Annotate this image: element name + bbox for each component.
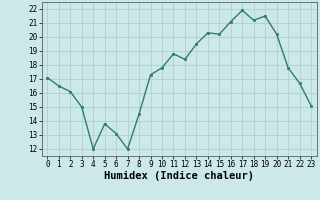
X-axis label: Humidex (Indice chaleur): Humidex (Indice chaleur) [104,171,254,181]
